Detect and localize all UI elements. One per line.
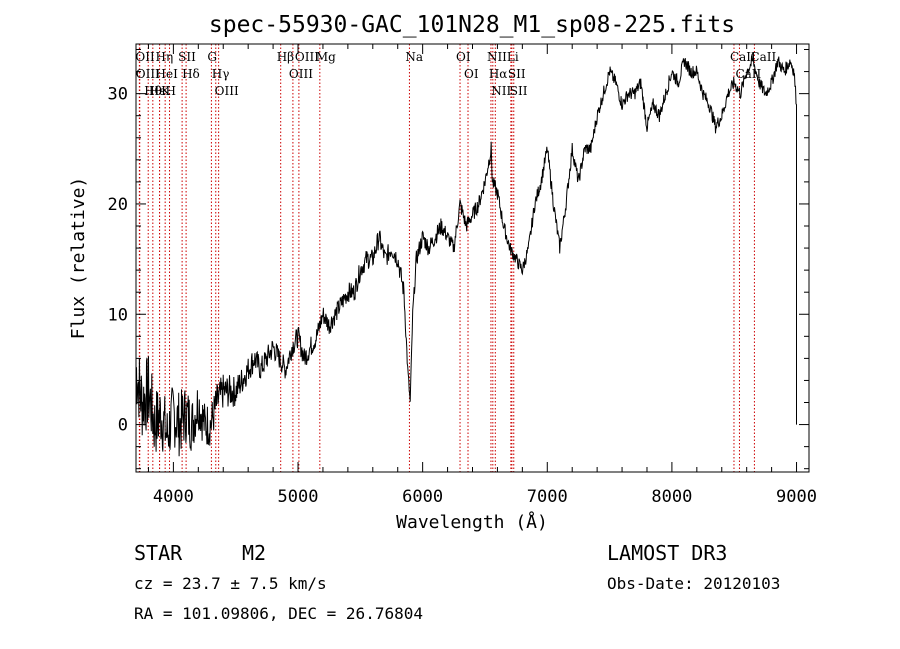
line-label-8: SII	[178, 50, 196, 64]
x-tick-label: 9000	[776, 487, 817, 507]
line-label-23: Li	[507, 50, 519, 64]
line-label-16: Mg	[316, 50, 336, 64]
line-label-9: Hδ	[182, 67, 200, 81]
x-tick-label: 7000	[527, 487, 568, 507]
line-label-21: Hα	[489, 67, 508, 81]
line-label-28: CaII	[750, 50, 776, 64]
line-label-13: Hβ	[277, 50, 294, 64]
line-label-6: H	[166, 84, 176, 98]
x-tick-label: 4000	[153, 487, 194, 507]
line-label-4: Hη	[156, 50, 174, 64]
chart-title: spec-55930-GAC_101N28_M1_sp08-225.fits	[209, 12, 735, 38]
spectral-subclass: M2	[242, 541, 266, 565]
line-label-12: G	[207, 50, 217, 64]
line-label-0: Hθ	[144, 84, 162, 98]
line-label-26: CaII	[730, 50, 756, 64]
object-class: STAR	[134, 541, 183, 565]
line-label-11: Hγ	[212, 67, 230, 81]
line-label-2: OIII	[136, 67, 160, 81]
survey-name: LAMOST DR3	[607, 541, 727, 565]
spectral-line-labels: OIIOIIIHθHεHηHeIKHSIIHδGHγOIIIHβOIIIOIII…	[135, 50, 776, 98]
line-label-24: SII	[508, 67, 526, 81]
x-tick-label: 6000	[402, 487, 443, 507]
coordinates-text: RA = 101.09806, DEC = 26.76804	[134, 604, 423, 623]
line-label-25: SII	[510, 84, 528, 98]
spectrum-series	[135, 55, 797, 457]
line-label-17: Na	[405, 50, 423, 64]
line-label-20: NII	[487, 50, 507, 64]
line-label-3: Hε	[149, 84, 166, 98]
axis-ticks: 4000 5000 6000 7000 8000 9000 0 10 20 30	[108, 44, 817, 507]
line-label-18: OI	[456, 50, 471, 64]
y-axis-label: Flux (relative)	[68, 177, 89, 340]
y-tick-label: 20	[108, 195, 128, 215]
line-label-7: HeI	[156, 67, 179, 81]
line-label-15: OIII	[295, 50, 319, 64]
plot-frame	[135, 43, 810, 473]
spectral-line-markers	[138, 44, 755, 472]
line-label-22: NII	[491, 84, 511, 98]
spectrum-line	[135, 55, 797, 457]
line-label-10: OIII	[215, 84, 239, 98]
y-tick-label: 0	[118, 416, 128, 436]
y-tick-label: 10	[108, 305, 128, 325]
line-label-14: OIII	[289, 67, 313, 81]
line-label-27: CaII	[735, 67, 761, 81]
obs-date-text: Obs-Date: 20120103	[607, 574, 780, 593]
redshift-text: cz = 23.7 ± 7.5 km/s	[134, 574, 327, 593]
y-tick-label: 30	[108, 85, 128, 105]
line-label-1: OII	[135, 50, 155, 64]
x-tick-label: 8000	[651, 487, 692, 507]
line-label-5: K	[161, 84, 171, 98]
x-axis-label: Wavelength (Å)	[396, 511, 548, 533]
x-tick-label: 5000	[278, 487, 319, 507]
line-label-19: OI	[464, 67, 479, 81]
